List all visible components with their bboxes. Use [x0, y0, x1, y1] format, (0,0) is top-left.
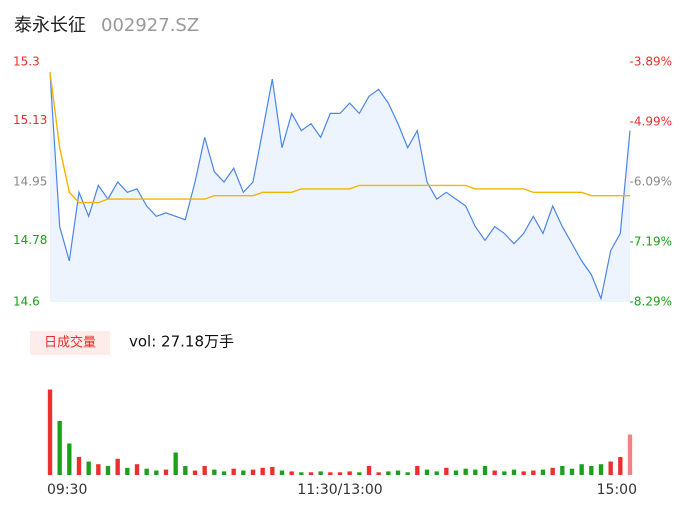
volume-bar	[540, 469, 546, 475]
volume-bar	[473, 469, 478, 475]
volume-bar	[105, 466, 111, 475]
stock-code: 002927.SZ	[101, 15, 199, 36]
volume-bar	[76, 457, 82, 475]
volume-bar	[405, 472, 410, 475]
volume-bar	[357, 472, 362, 475]
stock-name: 泰永长征	[14, 15, 86, 36]
volume-bar	[299, 472, 304, 475]
volume-bar	[550, 467, 555, 475]
volume-bar	[579, 464, 584, 475]
volume-bar	[318, 471, 323, 475]
volume-bar	[308, 472, 314, 475]
price-area	[50, 72, 630, 302]
y-tick-label: 15.3	[13, 55, 40, 69]
volume-bar	[212, 469, 217, 475]
volume-bar	[125, 467, 130, 475]
volume-bar	[67, 443, 72, 475]
volume-bar	[86, 461, 91, 475]
price-line	[49, 72, 631, 301]
volume-bar	[569, 468, 575, 475]
volume-bar	[463, 468, 468, 475]
volume-bar	[57, 421, 62, 475]
average-line	[49, 72, 630, 204]
volume-bar	[328, 472, 333, 475]
x-tick-label: 11:30/13:00	[297, 482, 382, 498]
volume-tab-label[interactable]: 日成交量	[44, 335, 96, 351]
volume-total: vol: 27.18万手	[129, 333, 234, 351]
volume-bar	[221, 471, 227, 475]
volume-bar	[250, 469, 256, 475]
volume-bar	[270, 466, 275, 475]
volume-bar	[453, 470, 459, 475]
y2-tick-label: -6.09%	[630, 175, 672, 189]
volume-bar	[144, 468, 149, 475]
x-tick-label: 15:00	[597, 482, 637, 498]
y2-tick-label: -3.89%	[630, 55, 672, 69]
volume-bar	[598, 464, 604, 475]
volume-bar	[415, 466, 420, 475]
volume-tab[interactable]	[30, 331, 110, 355]
volume-bar	[560, 466, 565, 475]
volume-bar	[531, 470, 536, 475]
x-tick-label: 09:30	[47, 482, 87, 498]
y2-tick-label: -7.19%	[630, 235, 672, 249]
volume-bar	[163, 469, 169, 475]
volume-bar	[96, 464, 101, 475]
volume-bar	[202, 466, 207, 475]
volume-bar	[183, 466, 188, 475]
volume-bar	[366, 466, 372, 475]
volume-bar	[115, 458, 120, 475]
volume-bar	[589, 466, 594, 475]
volume-bar	[482, 466, 488, 475]
volume-bar	[511, 469, 517, 475]
volume-bar	[173, 452, 178, 475]
volume-bar	[241, 470, 246, 475]
volume-bar	[134, 464, 140, 475]
volume-bar	[192, 470, 198, 475]
y-tick-label: 15.13	[13, 113, 47, 127]
y2-tick-label: -8.29%	[630, 295, 672, 309]
volume-bar	[627, 434, 633, 475]
y2-tick-label: -4.99%	[630, 115, 672, 129]
volume-bar	[231, 468, 236, 475]
volume-bar	[376, 472, 381, 475]
volume-bar	[502, 471, 507, 475]
volume-bar	[347, 471, 352, 475]
volume-bar	[424, 469, 430, 475]
volume-bar	[395, 470, 401, 475]
volume-bar	[154, 470, 159, 475]
volume-bar	[289, 471, 294, 475]
volume-bar	[337, 472, 343, 475]
y-tick-label: 14.78	[13, 233, 47, 247]
volume-bar	[386, 471, 391, 475]
volume-bar	[279, 470, 285, 475]
volume-bar	[47, 389, 53, 475]
volume-bar	[260, 467, 265, 475]
y-tick-label: 14.6	[13, 295, 40, 309]
volume-bar	[444, 467, 449, 475]
volume-bar	[434, 471, 439, 475]
y-tick-label: 14.95	[13, 175, 47, 189]
volume-bar	[521, 471, 526, 475]
volume-bar	[608, 461, 613, 475]
volume-bar	[618, 457, 623, 475]
volume-bar	[492, 470, 497, 475]
